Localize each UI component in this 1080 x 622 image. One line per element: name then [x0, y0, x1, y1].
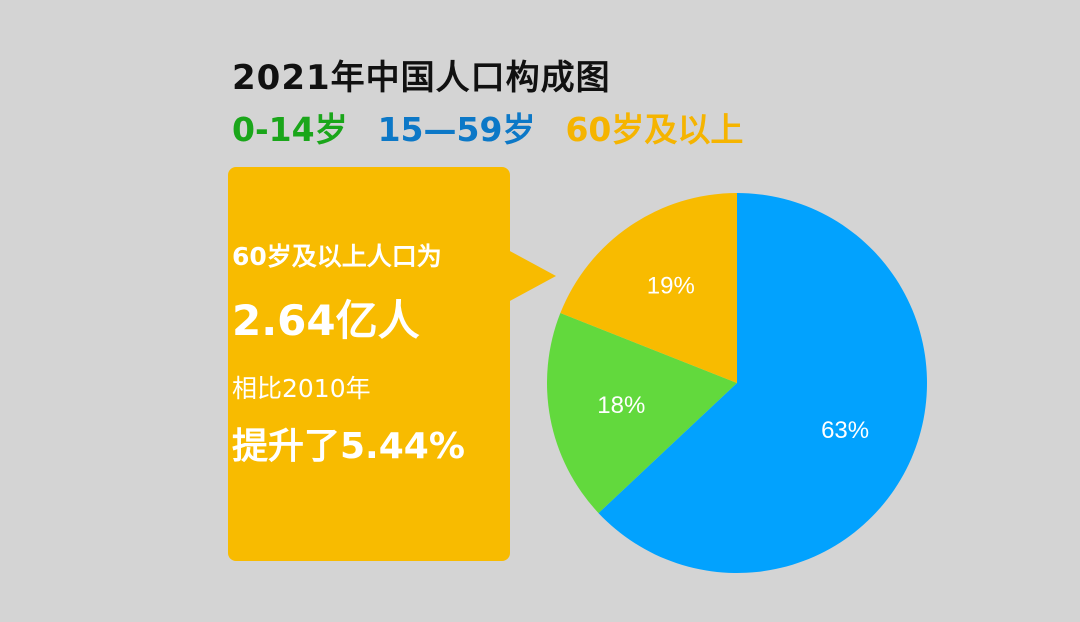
- legend-item-60-plus: 60岁及以上: [565, 110, 744, 149]
- pie-slice-15-59: [598, 193, 927, 573]
- chart-title: 2021年中国人口构成图: [232, 58, 611, 98]
- legend-item-0-14: 0-14岁: [232, 110, 348, 149]
- pie-slice-60-plus: [560, 193, 737, 383]
- callout-box: 60岁及以上人口为 2.64亿人 相比2010年 提升了5.44%: [228, 167, 510, 561]
- pie-label-15-59: 63%: [821, 417, 869, 444]
- pie-slice-0-14: [547, 313, 737, 514]
- pie-label-0-14: 18%: [597, 392, 645, 419]
- callout-line-2: 2.64亿人: [232, 296, 420, 345]
- callout-line-4: 提升了5.44%: [232, 426, 465, 467]
- legend: 0-14岁 15—59岁 60岁及以上: [232, 108, 743, 152]
- callout-line-1: 60岁及以上人口为: [232, 242, 442, 271]
- legend-item-15-59: 15—59岁: [377, 110, 536, 149]
- callout-pointer: [508, 250, 556, 302]
- pie-label-60-plus: 19%: [647, 273, 695, 300]
- callout-line-3: 相比2010年: [232, 374, 371, 403]
